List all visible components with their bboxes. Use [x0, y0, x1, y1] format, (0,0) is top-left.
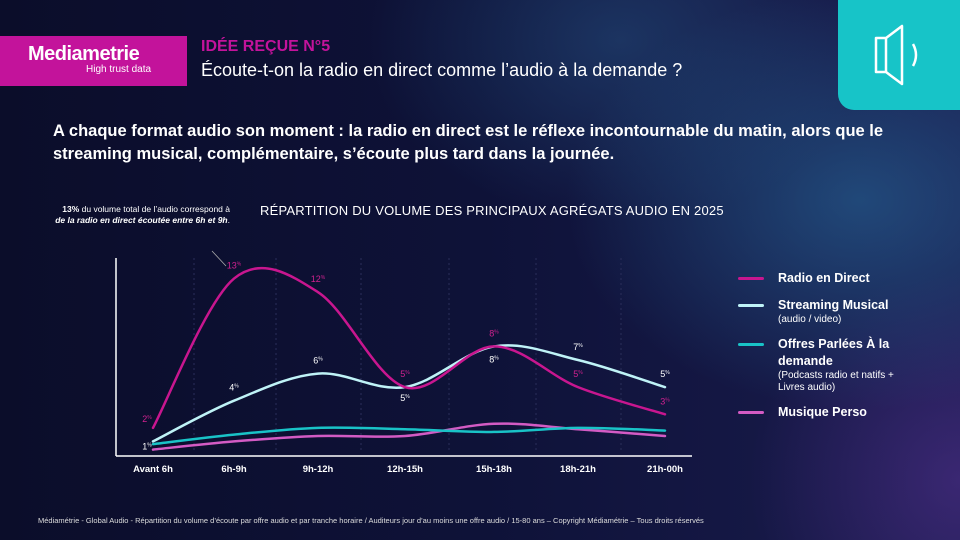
legend-note: (audio / video) [778, 314, 842, 325]
data-label: 13% [227, 261, 242, 271]
annotation-text: du volume total de l’audio correspond à [79, 204, 230, 214]
data-label: 6% [313, 356, 323, 366]
legend-item-musique-perso: Musique Perso [738, 404, 898, 421]
data-label: 5% [573, 369, 583, 379]
data-label: 1% [142, 441, 152, 451]
x-tick-label: 9h-12h [303, 464, 334, 475]
data-label: 12% [311, 274, 326, 284]
data-label: 5% [400, 369, 410, 379]
legend-swatch [738, 304, 764, 307]
legend-item-streaming: Streaming Musical (audio / video) [738, 297, 898, 326]
annotation-leader [211, 250, 227, 267]
legend-label: Offres Parlées À la demande [778, 337, 890, 368]
legend-label: Musique Perso [778, 405, 867, 419]
legend: Radio en Direct Streaming Musical (audio … [738, 270, 898, 431]
legend-swatch [738, 411, 764, 414]
brand-tagline: High trust data [86, 64, 152, 75]
data-label: 5% [400, 393, 410, 403]
data-label: 3% [660, 396, 670, 406]
legend-swatch [738, 277, 764, 280]
data-label: 2% [142, 414, 152, 424]
x-tick-label: 18h-21h [560, 464, 596, 475]
x-tick-label: 21h-00h [647, 464, 683, 475]
headline: A chaque format audio son moment : la ra… [53, 122, 884, 163]
legend-label: Streaming Musical [778, 298, 889, 312]
speaker-icon [874, 24, 918, 86]
series-line-musique-perso [151, 422, 667, 451]
annotation-end: . [227, 215, 230, 225]
brand-name: Mediametrie [28, 43, 140, 65]
series-line-offres-parl-es-la-demande [151, 426, 667, 446]
annotation-value: 13% [62, 204, 80, 214]
legend-swatch [738, 343, 764, 346]
legend-item-offres-parlees: Offres Parlées À la demande (Podcasts rad… [738, 336, 898, 394]
data-label: 8% [489, 328, 499, 338]
data-label: 5% [660, 369, 670, 379]
speaker-button[interactable] [838, 0, 960, 110]
data-label: 4% [229, 383, 239, 393]
x-tick-label: 15h-18h [476, 464, 512, 475]
x-tick-label: 6h-9h [221, 464, 247, 475]
data-label: 8% [489, 354, 499, 364]
x-tick-label: Avant 6h [133, 464, 173, 475]
kicker: IDÉE REÇUE N°5 [201, 38, 331, 55]
legend-note: (Podcasts radio et natifs + Livres audio… [778, 370, 894, 393]
chart-title: RÉPARTITION DU VOLUME DES PRINCIPAUX AGR… [260, 203, 724, 218]
x-tick-label: 12h-15h [387, 464, 423, 475]
annotation-emphasis: de la radio en direct écoutée entre 6h e… [55, 215, 228, 225]
annotation: 13% du volume total de l’audio correspon… [50, 204, 230, 226]
footer-source: Médiamétrie - Global Audio - Répartition… [38, 516, 704, 525]
series-line-radio-en-direct [151, 266, 667, 430]
page-title: Écoute-t-on la radio en direct comme l’a… [201, 60, 683, 80]
legend-item-radio: Radio en Direct [738, 270, 898, 287]
data-label: 7% [573, 342, 583, 352]
legend-label: Radio en Direct [778, 271, 870, 285]
mediametrie-logo: Mediametrie High trust data [0, 36, 187, 86]
